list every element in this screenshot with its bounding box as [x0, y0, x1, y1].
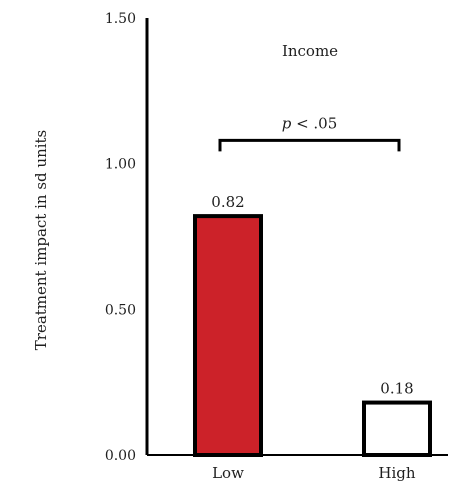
x-tick-label-high: High: [378, 464, 415, 482]
y-tick-label: 1.50: [105, 11, 136, 27]
bar-low: [193, 214, 263, 457]
bar-high: [362, 400, 432, 457]
y-tick-label: 1.00: [105, 157, 136, 173]
significance-annotation: p < .05: [218, 114, 401, 152]
x-tick-label-low: Low: [212, 464, 244, 482]
y-axis-label: Treatment impact in sd units: [32, 130, 50, 350]
chart-title: Income: [282, 42, 338, 60]
significance-threshold: < .05: [291, 114, 337, 132]
y-tick-label: 0.00: [105, 448, 136, 464]
data-label-low: 0.82: [211, 193, 244, 211]
bars: [193, 214, 432, 457]
x-tick-labels: Low High: [212, 464, 416, 482]
y-tick-label: 0.50: [105, 302, 136, 318]
y-tick-labels: 0.00 0.50 1.00 1.50: [105, 11, 136, 464]
significance-bracket: [218, 138, 401, 152]
data-labels: 0.82 0.18: [211, 193, 413, 397]
significance-label: p < .05: [282, 114, 338, 132]
data-label-high: 0.18: [380, 380, 413, 398]
significance-p-italic: p: [282, 114, 292, 132]
